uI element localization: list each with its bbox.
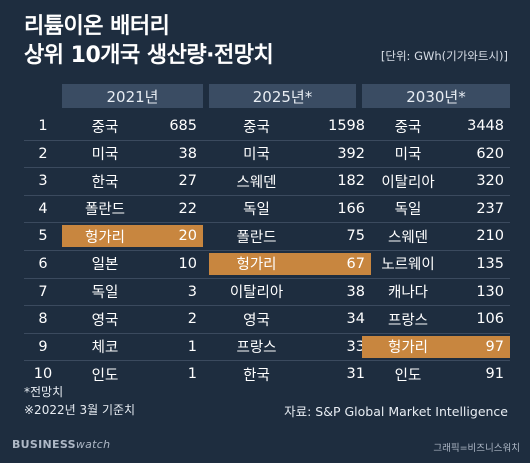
value-2025: 38 [346, 283, 365, 300]
country-2021: 영국 [91, 312, 119, 329]
rank-label: 8 [38, 311, 48, 328]
table-row: 10 인도 1 한국 31 인도 91 [24, 361, 510, 388]
country-2030: 독일 [394, 202, 422, 219]
country-2025: 폴란드 [236, 229, 277, 246]
brand-logo: BUSINESSwatch [12, 438, 110, 451]
value-2025: 166 [337, 200, 365, 217]
value-2021: 1 [187, 338, 197, 355]
country-2025: 스웨덴 [236, 174, 277, 191]
value-2025: 392 [337, 145, 365, 162]
value-2030: 210 [476, 228, 504, 245]
value-2021: 1 [187, 366, 197, 383]
value-2025: 34 [346, 311, 365, 328]
value-2021: 10 [178, 255, 197, 272]
country-2025: 한국 [243, 367, 270, 384]
country-2025: 프랑스 [236, 340, 277, 357]
country-2021: 헝가리 [62, 225, 148, 248]
country-2030: 이탈리아 [381, 174, 435, 191]
country-2025: 영국 [243, 312, 270, 329]
country-2025: 헝가리 [209, 252, 304, 275]
brand-watch: watch [75, 438, 111, 451]
brand-main: BUSINESS [12, 438, 76, 451]
country-2030: 프랑스 [387, 312, 429, 329]
group-header-2030: 2030년* [362, 84, 510, 108]
table-row: 9 체코 1 프랑스 33 헝가리 97 [24, 334, 510, 362]
country-2030: 인도 [394, 367, 422, 384]
group-header-2025: 2025년* [209, 84, 356, 108]
rank-label: 6 [38, 255, 48, 272]
value-2025: 67 [304, 252, 371, 275]
country-2030: 노르웨이 [381, 257, 435, 274]
rank-label: 10 [33, 366, 53, 383]
country-2021: 체코 [91, 340, 119, 357]
unit-label: [단위: GWh(기가와트시)] [380, 49, 508, 63]
value-2021: 22 [178, 200, 197, 217]
table-row: 3 한국 27 스웨덴 182 이탈리아 320 [24, 168, 510, 196]
rank-label: 5 [38, 228, 48, 245]
value-2025: 33 [346, 338, 365, 355]
value-2021: 38 [178, 145, 197, 162]
country-2021: 한국 [91, 174, 119, 191]
value-2030: 237 [476, 200, 504, 217]
country-2025: 독일 [243, 202, 270, 219]
table-row: 7 독일 3 이탈리아 38 캐나다 130 [24, 279, 510, 307]
country-2021: 폴란드 [84, 202, 126, 219]
value-2021: 2 [187, 311, 197, 328]
country-2030: 중국 [394, 119, 422, 136]
table-row: 1 중국 685 중국 1598 중국 3448 [24, 113, 510, 141]
rank-label: 7 [38, 283, 48, 300]
table-row: 8 영국 2 영국 34 프랑스 106 [24, 306, 510, 334]
country-2021: 독일 [91, 285, 119, 302]
rank-label: 3 [38, 173, 48, 190]
value-2030: 320 [476, 173, 504, 190]
value-2030: 130 [476, 283, 504, 300]
country-2021: 인도 [91, 367, 119, 384]
title-line-1: 리튬이온 배터리 [24, 14, 170, 39]
value-2021: 20 [148, 225, 203, 248]
value-2025: 75 [346, 228, 365, 245]
country-2025: 이탈리아 [229, 285, 284, 302]
footnote-forecast: *전망치 [24, 385, 64, 399]
value-2025: 1598 [328, 118, 365, 134]
country-2030: 캐나다 [387, 285, 429, 302]
value-2030: 97 [454, 335, 510, 358]
value-2030: 620 [476, 145, 504, 162]
source-note: 자료: S&P Global Market Intelligence [284, 404, 508, 419]
value-2025: 182 [337, 173, 365, 190]
country-2030: 스웨덴 [387, 229, 429, 246]
value-2030: 135 [476, 255, 504, 272]
table-row: 5 헝가리 20 폴란드 75 스웨덴 210 [24, 223, 510, 251]
table-row: 6 일본 10 헝가리 67 노르웨이 135 [24, 251, 510, 279]
value-2021: 685 [169, 118, 197, 134]
group-header-2021: 2021년 [62, 84, 203, 108]
table-row: 2 미국 38 미국 392 미국 620 [24, 141, 510, 169]
country-2030: 헝가리 [362, 335, 454, 358]
title-line-2: 상위 10개국 생산량·전망치 [24, 43, 274, 68]
chart-title: 리튬이온 배터리 상위 10개국 생산량·전망치 [24, 12, 274, 70]
value-2021: 27 [178, 173, 197, 190]
graphic-credit: 그래픽=비즈니스워치 [433, 443, 520, 454]
table-row: 4 폴란드 22 독일 166 독일 237 [24, 196, 510, 224]
value-2030: 3448 [467, 118, 504, 134]
footnote-basis: ※2022년 3월 기준치 [24, 403, 136, 417]
rank-label: 9 [38, 338, 48, 355]
value-2021: 3 [187, 283, 197, 300]
country-2021: 미국 [91, 147, 119, 164]
value-2025: 31 [346, 366, 365, 383]
rank-label: 4 [38, 200, 48, 217]
country-2030: 미국 [394, 147, 422, 164]
footnotes: *전망치 ※2022년 3월 기준치 [24, 383, 135, 419]
country-2021: 일본 [91, 257, 119, 274]
country-2025: 미국 [243, 147, 270, 164]
value-2030: 91 [485, 366, 504, 383]
ranking-table: 1 중국 685 중국 1598 중국 3448 2 미국 38 미국 392 미국 620 3 한국 27 스웨… [24, 113, 510, 388]
rank-label: 1 [38, 118, 48, 134]
value-2030: 106 [476, 311, 504, 328]
country-2021: 중국 [91, 119, 119, 136]
country-2025: 중국 [243, 119, 270, 136]
rank-label: 2 [38, 145, 48, 162]
